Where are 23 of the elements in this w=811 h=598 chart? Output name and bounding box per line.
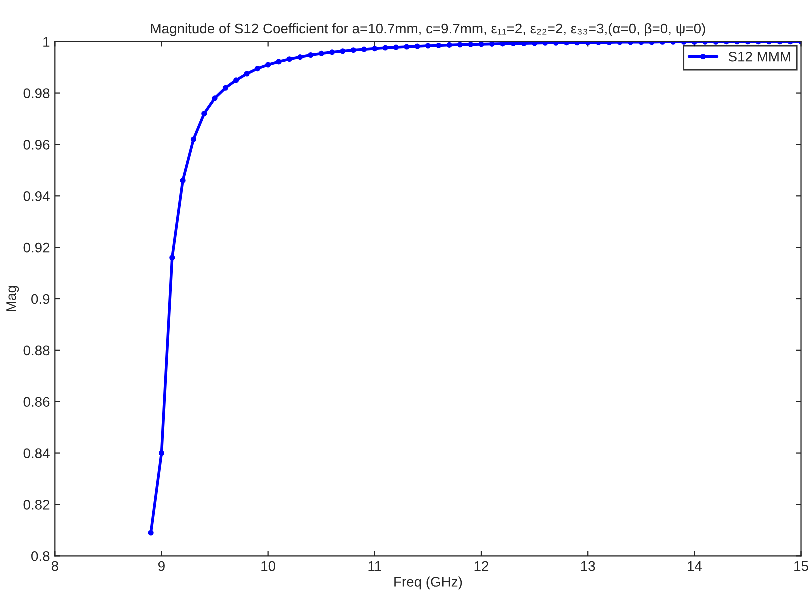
y-axis-title: Mag xyxy=(6,286,20,312)
x-tick-label: 14 xyxy=(688,562,702,572)
chart-title: Magnitude of S12 Coefficient for a=10.7mm, c=9.7mm, ε₁₁=2, ε₂₂=2, ε₃₃=3,(α=0, β=0, ψ=0) xyxy=(151,23,706,36)
x-axis-title: Freq (GHz) xyxy=(394,576,462,590)
x-tick-label: 8 xyxy=(52,561,58,572)
y-tick-label: 0.8 xyxy=(32,551,50,562)
y-tick-label: 0.96 xyxy=(24,140,50,150)
x-tick-label: 12 xyxy=(474,561,489,572)
y-tick-label: 0.98 xyxy=(24,88,50,98)
y-tick-label: 0.84 xyxy=(24,448,50,458)
y-tick-label: 0.86 xyxy=(24,397,50,408)
x-tick-label: 13 xyxy=(581,561,596,572)
legend-label: S12 MMM xyxy=(728,52,790,62)
y-tick-label: 0.88 xyxy=(24,346,50,356)
x-tick-label: 11 xyxy=(368,562,382,572)
x-tick-label: 10 xyxy=(262,561,276,572)
x-tick-label: 9 xyxy=(158,561,165,572)
y-tick-label: 0.9 xyxy=(32,294,50,304)
y-tick-label: 0.82 xyxy=(24,500,50,510)
y-tick-label: 0.92 xyxy=(24,242,50,253)
y-tick-label: 0.94 xyxy=(24,191,50,202)
y-tick-label: 1 xyxy=(44,37,50,47)
x-tick-label: 15 xyxy=(794,562,808,572)
